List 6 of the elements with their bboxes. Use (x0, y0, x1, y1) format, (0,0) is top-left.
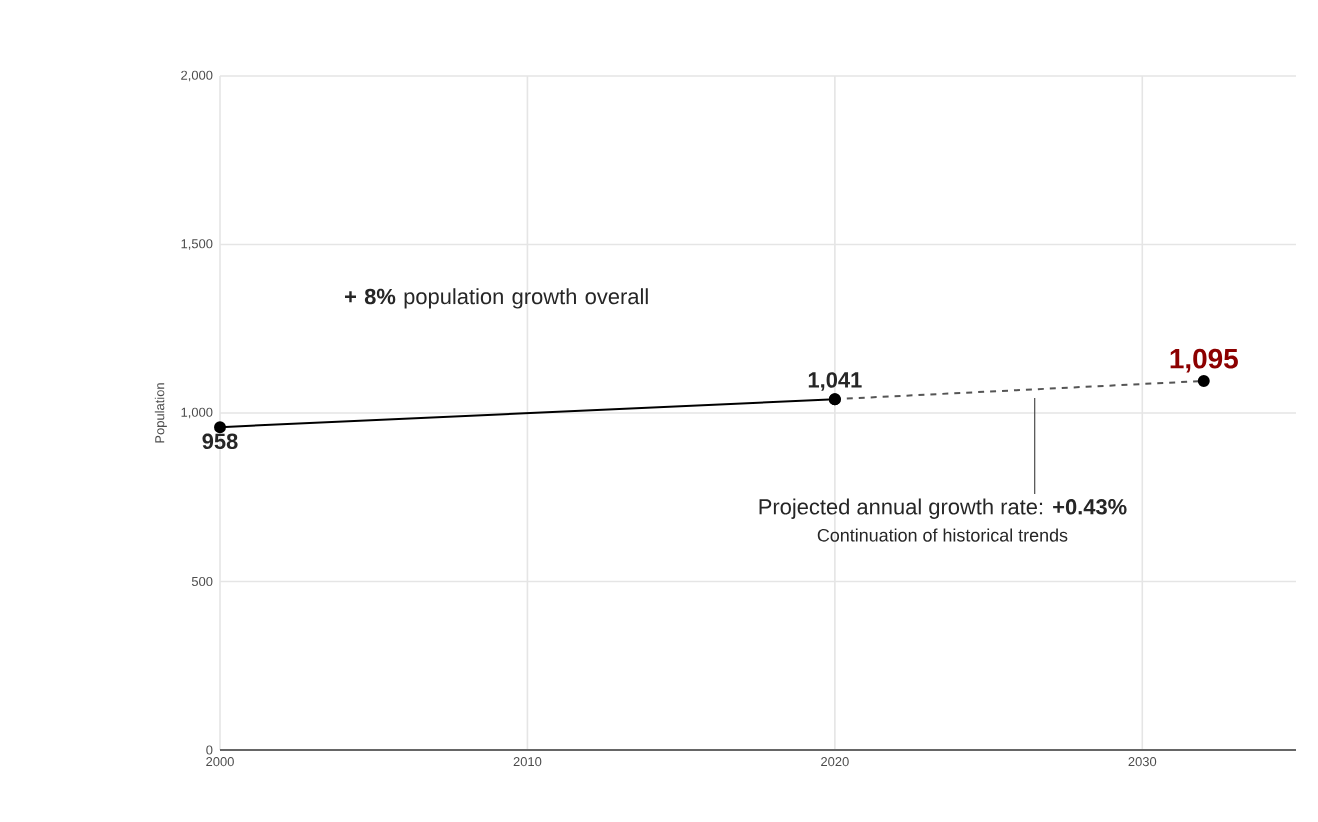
annotation: + 8% population growth overall (344, 288, 648, 309)
data-label: 1,095 (1170, 348, 1238, 373)
annotation: Projected annual growth rate: +0.43% (759, 498, 1127, 519)
data-label: 1,041 (808, 372, 862, 391)
annotation: Continuation of historical trends (817, 528, 1068, 542)
data-label: 958 (202, 433, 238, 450)
